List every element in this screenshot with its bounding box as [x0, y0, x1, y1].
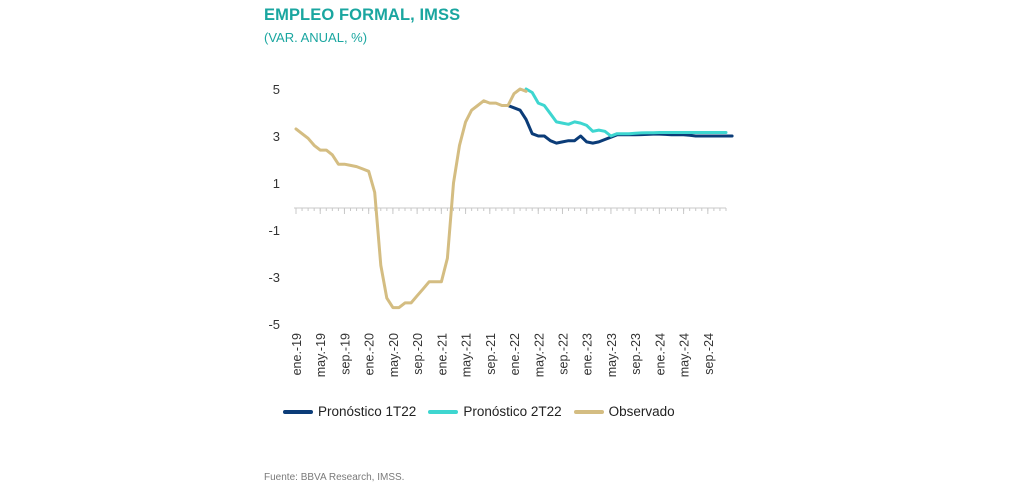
x-tick-label: sep.-19: [338, 333, 352, 375]
x-tick-label: sep.-22: [556, 333, 570, 375]
x-tick-label: sep.-23: [629, 333, 643, 375]
x-tick-label: ene.-23: [581, 333, 595, 375]
x-tick-label: sep.-20: [411, 333, 425, 375]
x-tick-label: ene.-19: [290, 333, 304, 375]
x-tick-label: sep.-21: [484, 333, 498, 375]
series-line-pron-stico-1t22: [506, 104, 734, 145]
legend-label: Pronóstico 1T22: [318, 404, 417, 419]
series-line-observado: [294, 87, 528, 310]
y-tick-label: -3: [268, 270, 280, 285]
x-tick-label: sep.-24: [702, 333, 716, 375]
series-line-pron-stico-2t22: [524, 87, 728, 138]
y-tick-label: 5: [273, 82, 280, 97]
x-tick-label: may.-24: [678, 333, 692, 377]
x-tick-label: may.-21: [460, 333, 474, 377]
legend-label: Pronóstico 2T22: [463, 404, 562, 419]
legend-item-pronostico-1t22: Pronóstico 1T22: [283, 404, 416, 419]
x-tick-label: ene.-20: [363, 333, 377, 375]
y-tick-label: -5: [268, 317, 280, 332]
x-tick-label: may.-20: [387, 333, 401, 377]
x-tick-label: ene.-22: [508, 333, 522, 375]
x-tick-label: ene.-21: [435, 333, 449, 375]
y-tick-label: -1: [268, 223, 280, 238]
legend-item-pronostico-2t22: Pronóstico 2T22: [428, 404, 562, 419]
legend-item-observado: Observado: [573, 404, 675, 419]
y-tick-label: 1: [273, 176, 280, 191]
legend-swatch: [283, 409, 313, 414]
source-note: Fuente: BBVA Research, IMSS.: [264, 472, 405, 483]
x-tick-label: ene.-24: [653, 333, 667, 375]
x-tick-label: may.-19: [314, 333, 328, 377]
chart-title: EMPLEO FORMAL, IMSS: [264, 6, 461, 24]
chart-subtitle: (VAR. ANUAL, %): [264, 30, 368, 45]
chart-legend: Pronóstico 1T22 Pronóstico 2T22 Observad…: [283, 404, 687, 419]
y-tick-label: 3: [273, 129, 280, 144]
legend-label: Observado: [608, 404, 675, 419]
x-tick-label: may.-23: [605, 333, 619, 377]
legend-swatch: [428, 409, 459, 414]
legend-swatch: [573, 409, 604, 414]
x-tick-label: may.-22: [532, 333, 546, 377]
